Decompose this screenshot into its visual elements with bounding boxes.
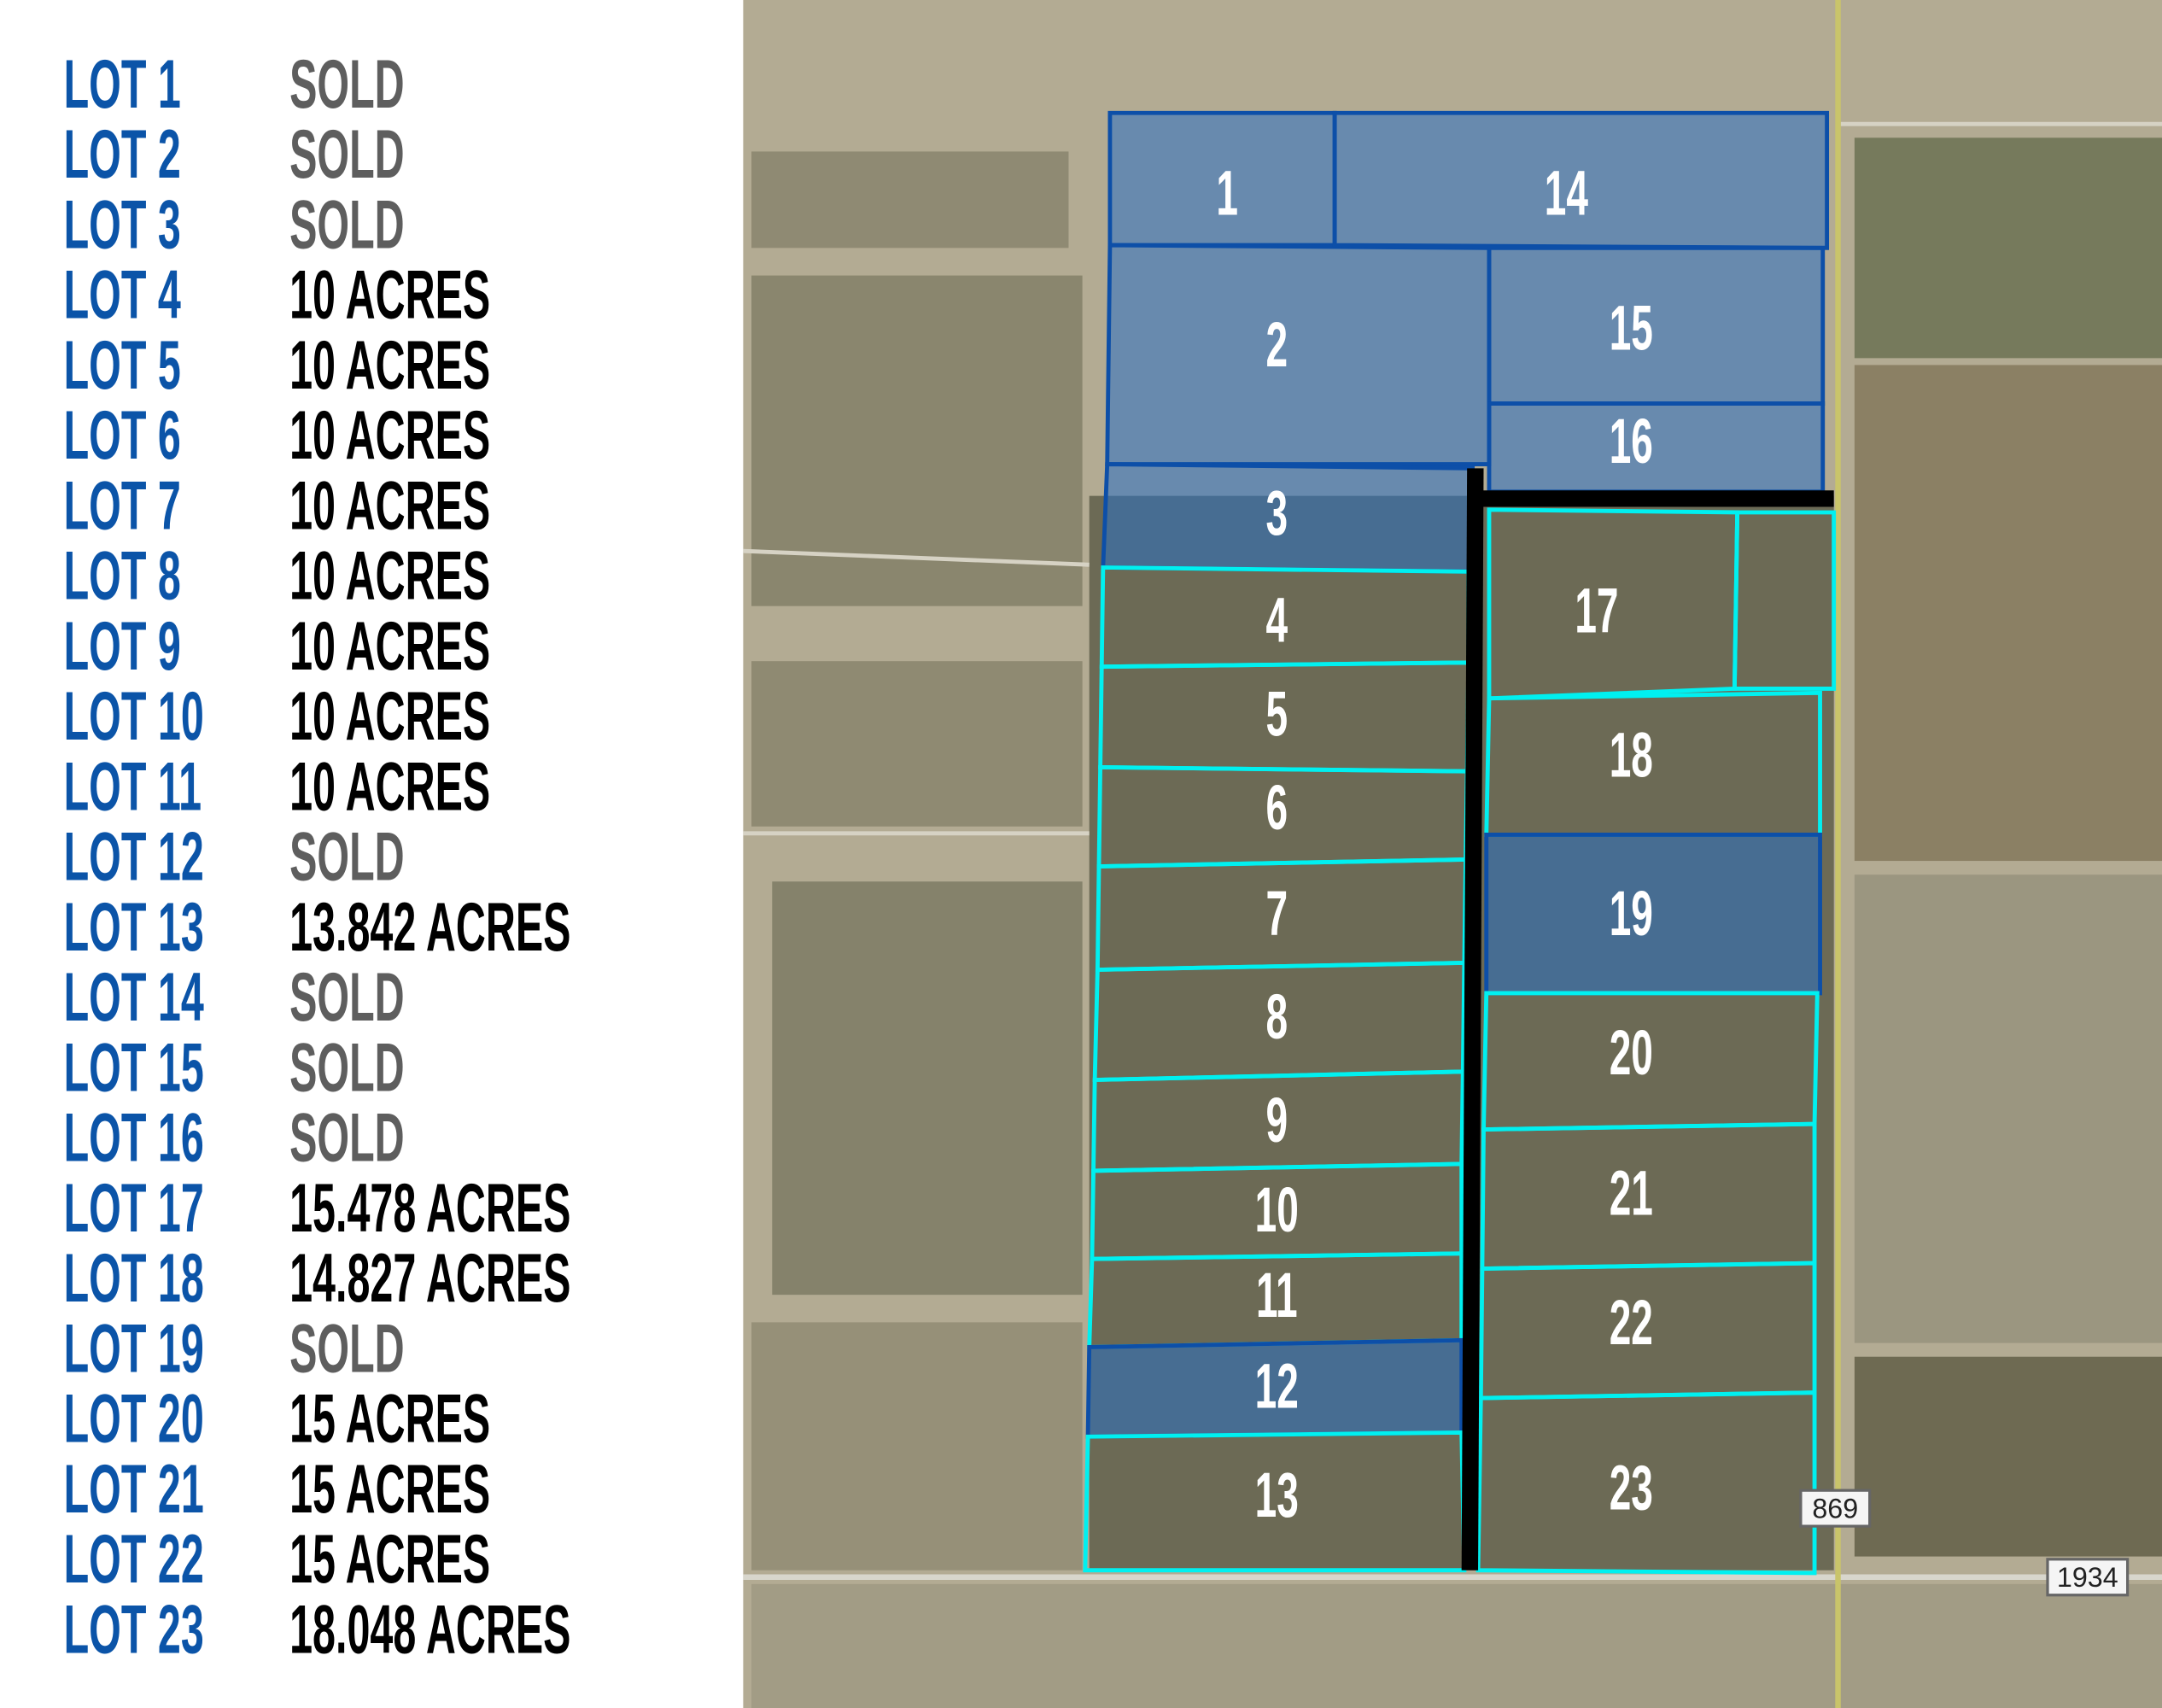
legend-lot-status: 15 ACRES (289, 1522, 490, 1599)
legend-lot-name: LOT 6 (64, 398, 181, 475)
legend-lot-name: LOT 16 (64, 1100, 204, 1177)
lot-legend: LOT 1 SOLD LOT 2 SOLD LOT 3 SOLD LOT 4 10 ACRES… (64, 46, 571, 1668)
parcel-lot-14[interactable] (1332, 110, 1830, 250)
legend-lot-name: LOT 21 (64, 1451, 204, 1528)
parcel-number-label: 17 (1575, 576, 1618, 646)
legend-lot-status: 10 ACRES (289, 608, 490, 685)
parcel-number-label: 1 (1216, 159, 1238, 230)
legend-lot-status: 10 ACRES (289, 468, 490, 545)
parcel-number-label: 4 (1265, 586, 1288, 657)
parcel-lot-16[interactable] (1487, 401, 1826, 494)
legend-lot-status: 10 ACRES (289, 327, 490, 404)
legend-lot-name: LOT 8 (64, 538, 181, 615)
legend-lot-name: LOT 3 (64, 187, 181, 264)
legend-lot-name: LOT 23 (64, 1592, 204, 1669)
legend-lot-name: LOT 12 (64, 819, 204, 896)
parcel-number-label: 14 (1545, 159, 1588, 230)
legend-lot-name: LOT 17 (64, 1170, 204, 1247)
road-number: 869 (1812, 1493, 1858, 1524)
legend-lot-status: SOLD (289, 1100, 405, 1177)
parcel-lot-19[interactable] (1484, 832, 1822, 996)
legend-lot-status: SOLD (289, 1311, 405, 1388)
parcel-number-label: 16 (1610, 407, 1653, 477)
legend-lot-status: 15 ACRES (289, 1381, 490, 1458)
road-number: 1934 (2057, 1562, 2118, 1593)
legend-lot-name: LOT 15 (64, 1030, 204, 1107)
parcel-lot-3[interactable] (1101, 462, 1475, 574)
legend-lot-name: LOT 11 (64, 749, 202, 826)
parcel-number-label: 8 (1265, 982, 1288, 1053)
lot-parcels (1083, 110, 1837, 1576)
legend-lot-status: 18.048 ACRES (289, 1592, 570, 1669)
legend-panel (0, 0, 744, 1708)
legend-lot-status: 10 ACRES (289, 679, 490, 756)
road-label-869: 869 (1799, 1489, 1872, 1528)
parcel-lot-13[interactable] (1083, 1430, 1467, 1573)
legend-lot-name: LOT 7 (64, 468, 181, 545)
parcel-lot-23[interactable] (1475, 1390, 1817, 1576)
legend-lot-status: 10 ACRES (289, 538, 490, 615)
parcel-number-label: 3 (1265, 478, 1288, 549)
legend-lot-name: LOT 4 (64, 257, 181, 334)
parcel-lot-2[interactable] (1105, 243, 1492, 466)
parcel-number-label: 21 (1610, 1158, 1653, 1229)
legend-lot-status: SOLD (289, 1030, 405, 1107)
legend-lot-status: SOLD (289, 117, 405, 194)
parcel-number-label: 6 (1265, 773, 1288, 844)
legend-lot-status: SOLD (289, 819, 405, 896)
parcel-number-label: 9 (1265, 1085, 1288, 1156)
parcel-number-label: 2 (1265, 310, 1288, 381)
legend-lot-name: LOT 20 (64, 1381, 204, 1458)
legend-lot-status: 10 ACRES (289, 749, 490, 826)
parcel-number-label: 13 (1255, 1460, 1299, 1531)
legend-lot-status: 10 ACRES (289, 398, 490, 475)
legend-lot-name: LOT 14 (64, 960, 204, 1037)
legend-lot-name: LOT 13 (64, 889, 204, 966)
parcel-number-label: 5 (1265, 679, 1288, 750)
parcel-lot-15[interactable] (1487, 245, 1826, 406)
legend-lot-name: LOT 5 (64, 327, 181, 404)
legend-lot-name: LOT 19 (64, 1311, 204, 1388)
legend-lot-name: LOT 2 (64, 117, 181, 194)
legend-lot-name: LOT 18 (64, 1241, 204, 1318)
parcel-number-label: 7 (1265, 879, 1288, 950)
legend-lot-name: LOT 10 (64, 679, 204, 756)
legend-lot-name: LOT 1 (64, 46, 181, 123)
parcel-number-label: 10 (1255, 1175, 1299, 1246)
legend-lot-status: 14.827 ACRES (289, 1241, 570, 1318)
parcel-number-label: 15 (1610, 294, 1653, 365)
parcel-number-label: 23 (1610, 1454, 1653, 1524)
legend-lot-status: 13.842 ACRES (289, 889, 570, 966)
legend-lot-name: LOT 22 (64, 1522, 204, 1599)
road-label-1934: 1934 (2046, 1558, 2130, 1597)
legend-lot-name: LOT 9 (64, 608, 181, 685)
access-road (1461, 468, 1834, 1571)
legend-lot-status: 15.478 ACRES (289, 1170, 570, 1247)
parcel-number-label: 22 (1610, 1288, 1653, 1359)
legend-lot-status: 15 ACRES (289, 1451, 490, 1528)
legend-lot-status: SOLD (289, 46, 405, 123)
legend-lot-status: SOLD (289, 960, 405, 1037)
parcel-number-label: 18 (1610, 721, 1653, 792)
parcel-number-label: 12 (1255, 1351, 1299, 1422)
legend-lot-status: SOLD (289, 187, 405, 264)
parcel-lot-17[interactable] (1487, 507, 1740, 701)
parcel-number-label: 20 (1610, 1018, 1653, 1089)
parcel-number-label: 11 (1256, 1261, 1298, 1331)
parcel-number-label: 19 (1610, 879, 1653, 950)
legend-lot-status: 10 ACRES (289, 257, 490, 334)
